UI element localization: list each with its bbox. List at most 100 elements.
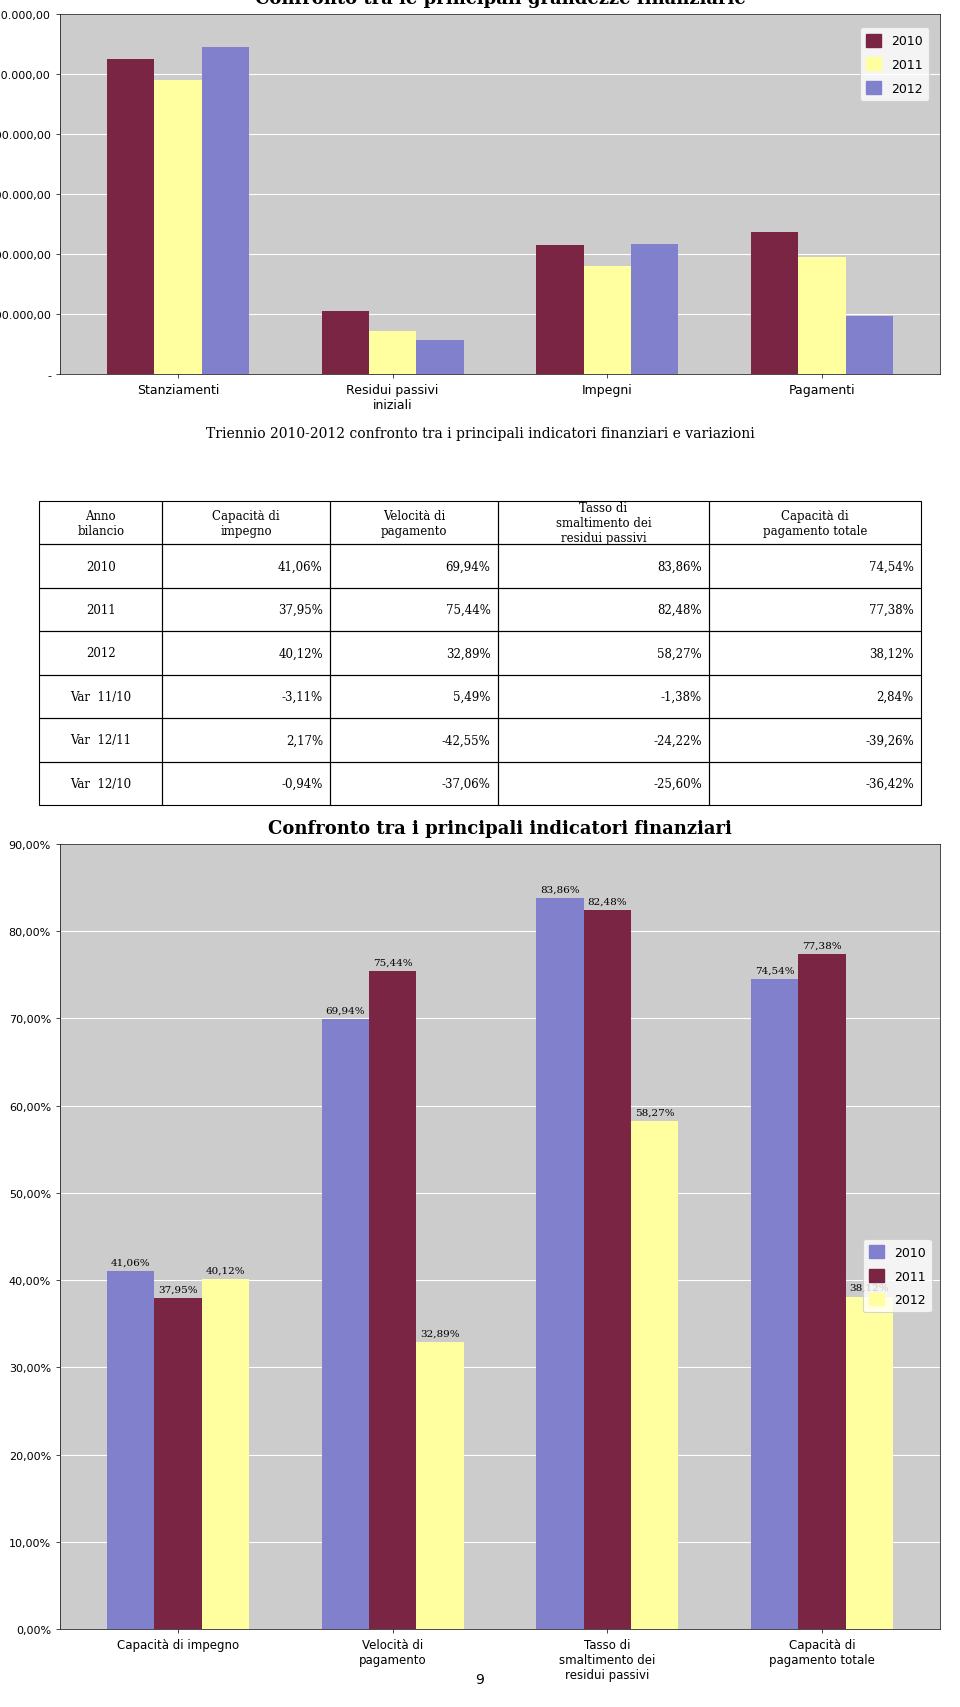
Bar	[497, 676, 709, 719]
Text: 2,84%: 2,84%	[876, 691, 914, 703]
Text: 77,38%: 77,38%	[803, 941, 842, 951]
Bar	[497, 502, 709, 545]
Bar	[751, 980, 799, 1628]
Text: 69,94%: 69,94%	[325, 1005, 365, 1016]
Legend: 2010, 2011, 2012: 2010, 2011, 2012	[860, 29, 929, 102]
Text: -36,42%: -36,42%	[865, 777, 914, 790]
Bar	[417, 340, 464, 376]
Bar	[155, 1299, 202, 1628]
Bar	[799, 954, 846, 1628]
Bar	[537, 898, 584, 1628]
Bar	[417, 1342, 464, 1628]
Text: -24,22%: -24,22%	[654, 734, 702, 748]
Bar	[202, 48, 249, 376]
Text: 2010: 2010	[85, 560, 115, 574]
Bar	[497, 632, 709, 676]
Text: 82,48%: 82,48%	[658, 604, 702, 616]
Bar	[330, 545, 497, 589]
Bar	[631, 1121, 678, 1628]
Bar	[497, 761, 709, 806]
Text: -39,26%: -39,26%	[865, 734, 914, 748]
Text: Var  11/10: Var 11/10	[70, 691, 132, 703]
Legend: 2010, 2011, 2012: 2010, 2011, 2012	[863, 1239, 932, 1313]
Text: 32,89%: 32,89%	[420, 1330, 460, 1338]
Text: 40,12%: 40,12%	[278, 647, 323, 661]
Text: 58,27%: 58,27%	[658, 647, 702, 661]
Bar	[330, 589, 497, 632]
Text: 83,86%: 83,86%	[540, 884, 580, 894]
Bar	[846, 316, 893, 376]
Bar	[39, 545, 162, 589]
Text: 37,95%: 37,95%	[278, 604, 323, 616]
Text: 83,86%: 83,86%	[658, 560, 702, 574]
Bar	[108, 1272, 155, 1628]
Text: -42,55%: -42,55%	[442, 734, 491, 748]
Text: 40,12%: 40,12%	[205, 1267, 245, 1275]
Bar	[709, 589, 921, 632]
Text: 5,49%: 5,49%	[453, 691, 491, 703]
Text: 2012: 2012	[86, 647, 115, 661]
Text: 58,27%: 58,27%	[635, 1108, 674, 1116]
Bar	[39, 761, 162, 806]
Bar	[497, 545, 709, 589]
Title: Confronto tra i principali indicatori finanziari: Confronto tra i principali indicatori fi…	[268, 819, 732, 838]
Bar	[584, 910, 631, 1628]
Bar	[108, 60, 155, 376]
Bar	[39, 676, 162, 719]
Bar	[330, 719, 497, 761]
Text: 41,06%: 41,06%	[111, 1258, 151, 1267]
Bar	[709, 632, 921, 676]
Bar	[330, 761, 497, 806]
Bar	[39, 589, 162, 632]
Bar	[497, 589, 709, 632]
Bar	[39, 632, 162, 676]
Bar	[709, 719, 921, 761]
Text: Capacità di
pagamento totale: Capacità di pagamento totale	[763, 509, 867, 538]
Text: 32,89%: 32,89%	[445, 647, 491, 661]
Bar	[537, 246, 584, 376]
Text: 69,94%: 69,94%	[445, 560, 491, 574]
Text: Var  12/11: Var 12/11	[70, 734, 132, 748]
Text: 82,48%: 82,48%	[588, 896, 627, 906]
Bar	[497, 719, 709, 761]
Bar	[162, 761, 330, 806]
Title: Confronto tra le principali grandezze finanziarie: Confronto tra le principali grandezze fi…	[254, 0, 745, 9]
Bar	[330, 676, 497, 719]
Text: Velocità di
pagamento: Velocità di pagamento	[380, 509, 447, 538]
Text: Tasso di
smaltimento dei
residui passivi: Tasso di smaltimento dei residui passivi	[556, 502, 651, 545]
Bar	[631, 244, 678, 376]
Bar	[709, 676, 921, 719]
Bar	[162, 502, 330, 545]
Bar	[39, 719, 162, 761]
Text: 9: 9	[475, 1673, 485, 1687]
Text: 41,06%: 41,06%	[278, 560, 323, 574]
Bar	[322, 1019, 369, 1628]
Text: 2,17%: 2,17%	[286, 734, 323, 748]
Text: 38,12%: 38,12%	[850, 1284, 889, 1292]
Bar	[162, 676, 330, 719]
Text: 37,95%: 37,95%	[158, 1285, 198, 1294]
Bar	[846, 1297, 893, 1628]
Text: Triennio 2010-2012 confronto tra i principali indicatori finanziari e variazioni: Triennio 2010-2012 confronto tra i princ…	[205, 427, 755, 440]
Bar	[322, 312, 369, 376]
Bar	[330, 502, 497, 545]
Bar	[799, 258, 846, 376]
Text: Anno
bilancio: Anno bilancio	[77, 509, 124, 538]
Text: 77,38%: 77,38%	[869, 604, 914, 616]
Bar	[709, 761, 921, 806]
Bar	[330, 632, 497, 676]
Text: -0,94%: -0,94%	[281, 777, 323, 790]
Text: -3,11%: -3,11%	[281, 691, 323, 703]
Bar	[709, 502, 921, 545]
Text: Var  12/10: Var 12/10	[70, 777, 132, 790]
Text: 74,54%: 74,54%	[755, 966, 795, 975]
Text: 2011: 2011	[86, 604, 115, 616]
Bar	[162, 545, 330, 589]
Bar	[751, 232, 799, 376]
Text: 75,44%: 75,44%	[445, 604, 491, 616]
Bar	[39, 502, 162, 545]
Bar	[162, 632, 330, 676]
Text: Capacità di
impegno: Capacità di impegno	[212, 509, 280, 538]
Bar	[162, 589, 330, 632]
Bar	[709, 545, 921, 589]
